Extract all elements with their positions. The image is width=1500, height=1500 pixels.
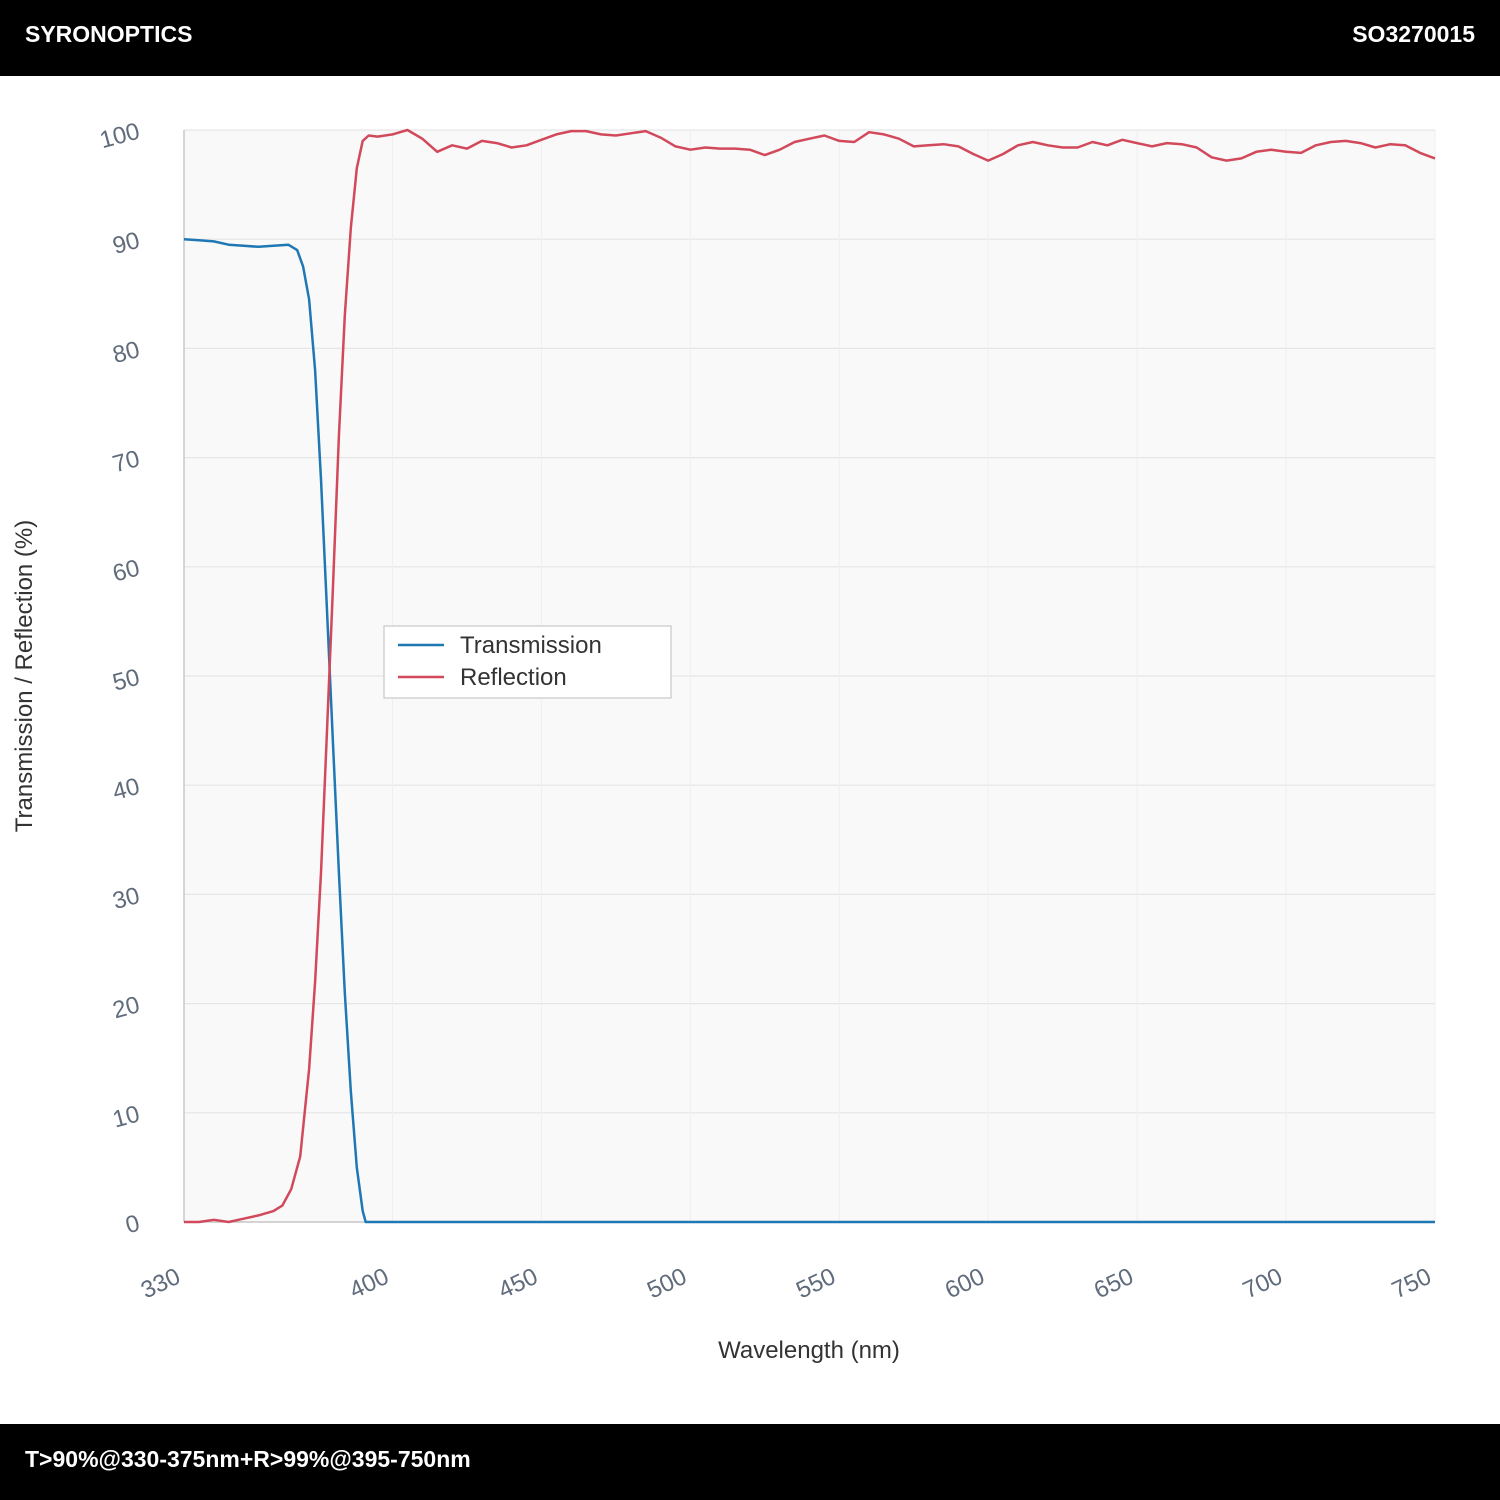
x-tick-label: 450: [494, 1263, 542, 1304]
x-tick-label: 550: [792, 1263, 840, 1304]
y-tick-label: 40: [110, 773, 143, 806]
spectrum-chart: 0 10 20 30 40 50 60 70 80 90 100 330 400 450 500 550 600…: [11, 118, 1436, 1364]
x-tick-label: 750: [1388, 1263, 1436, 1304]
y-tick-label: 20: [110, 991, 143, 1024]
series-lines: [183, 128, 1436, 1224]
series-reflection-line: [184, 128, 1436, 1224]
series-transmission-line: [183, 237, 1435, 1224]
spec-text: T>90%@330-375nm+R>99%@395-750nm: [25, 1446, 471, 1472]
x-tick-label: 500: [643, 1263, 691, 1304]
y-tick-label: 90: [110, 227, 143, 260]
y-axis-title: Transmission / Reflection (%): [11, 520, 38, 833]
x-tick-label: 330: [137, 1263, 185, 1304]
y-tick-label: 80: [110, 336, 143, 369]
y-tick-label: 30: [110, 882, 143, 915]
x-tick-label: 600: [941, 1263, 989, 1304]
legend-box: [383, 625, 672, 699]
y-tick-label: 60: [110, 555, 143, 588]
footer-bar: T>90%@330-375nm+R>99%@395-750nm: [0, 1424, 1500, 1500]
y-tick-label: 10: [110, 1101, 143, 1134]
header-bar: SYRONOPTICS SO3270015: [0, 0, 1500, 76]
x-tick-label: 650: [1090, 1263, 1138, 1304]
y-tick-label: 70: [110, 445, 143, 478]
x-tick-label: 400: [345, 1263, 393, 1304]
legend-label-transmission: Transmission: [460, 632, 602, 659]
y-tick-label: 50: [110, 664, 143, 697]
y-tick-label: 0: [123, 1210, 143, 1240]
y-tick-label: 100: [97, 118, 143, 154]
legend-label-reflection: Reflection: [460, 664, 567, 691]
part-number: SO3270015: [1352, 21, 1475, 47]
legend: Transmission Reflection: [383, 625, 672, 699]
x-axis-title: Wavelength (nm): [718, 1337, 900, 1364]
x-tick-label: 700: [1239, 1263, 1287, 1304]
brand-name: SYRONOPTICS: [25, 21, 193, 47]
